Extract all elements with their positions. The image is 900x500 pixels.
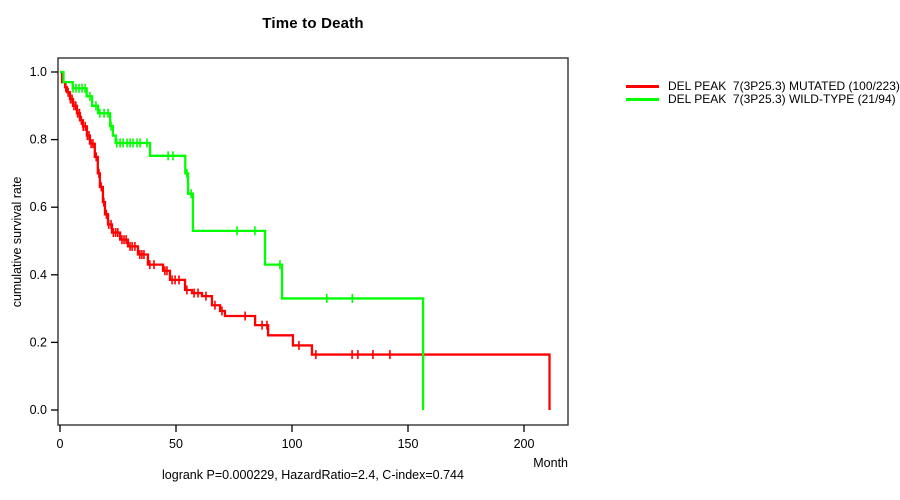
- stats-annotation: logrank P=0.000229, HazardRatio=2.4, C-i…: [162, 468, 464, 482]
- survival-curve-wildtype: [60, 70, 425, 410]
- chart-title: Time to Death: [262, 15, 364, 32]
- y-axis-label: cumulative survival rate: [10, 176, 24, 308]
- svg-text:100: 100: [282, 437, 303, 451]
- svg-text:200: 200: [514, 437, 535, 451]
- svg-text:50: 50: [169, 437, 183, 451]
- svg-text:150: 150: [398, 437, 419, 451]
- legend-item-wildtype: DEL PEAK 7(3P25.3) WILD-TYPE (21/94): [626, 93, 900, 106]
- censor-ticks-mutated: [65, 82, 391, 360]
- censor-ticks-wildtype: [72, 83, 354, 303]
- svg-text:0.0: 0.0: [30, 403, 47, 417]
- svg-text:1.0: 1.0: [30, 65, 47, 79]
- svg-text:0: 0: [57, 437, 64, 451]
- legend-label-wildtype: DEL PEAK 7(3P25.3) WILD-TYPE (21/94): [668, 92, 896, 106]
- svg-text:0.8: 0.8: [30, 133, 47, 147]
- legend-line-wildtype: [626, 98, 659, 101]
- plot-border: [57, 57, 569, 426]
- svg-text:0.4: 0.4: [30, 268, 47, 282]
- x-axis-ticks: 0 50 100 150 200: [57, 425, 535, 451]
- legend: DEL PEAK 7(3P25.3) MUTATED (100/223) DEL…: [626, 80, 900, 106]
- x-axis-label: Month: [533, 456, 568, 470]
- legend-line-mutated: [626, 85, 659, 88]
- legend-item-mutated: DEL PEAK 7(3P25.3) MUTATED (100/223): [626, 80, 900, 93]
- y-axis-ticks: 1.0 0.8 0.6 0.4 0.2 0.0: [30, 65, 58, 417]
- svg-text:0.6: 0.6: [30, 200, 47, 214]
- survival-curve-mutated: [60, 70, 551, 410]
- svg-text:0.2: 0.2: [30, 335, 47, 349]
- legend-label-mutated: DEL PEAK 7(3P25.3) MUTATED (100/223): [668, 79, 900, 93]
